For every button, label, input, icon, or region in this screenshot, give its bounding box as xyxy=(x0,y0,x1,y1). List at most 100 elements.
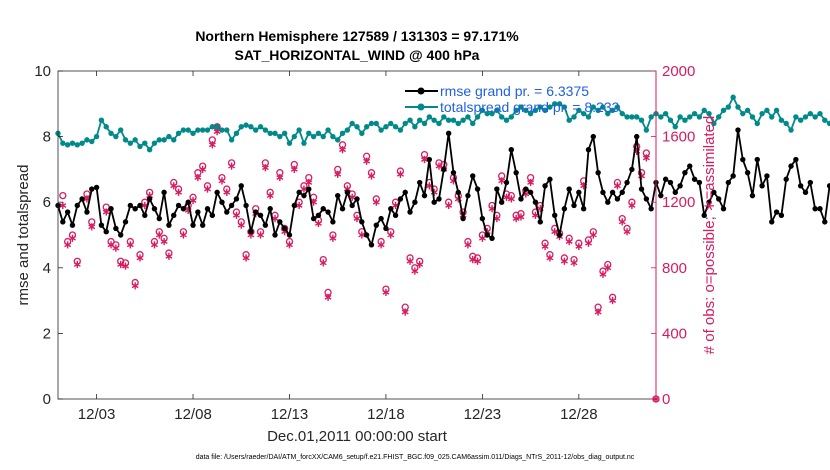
obs-assimilated-point xyxy=(628,201,636,210)
rmse-point xyxy=(812,206,818,212)
rmse-point xyxy=(552,212,558,219)
totalspread-point xyxy=(455,120,461,127)
legend-marker-totalspread xyxy=(417,103,425,111)
rmse-point xyxy=(64,209,71,215)
x-tick-label: 12/18 xyxy=(367,406,405,423)
rmse-point xyxy=(513,169,519,176)
totalspread-point xyxy=(228,137,235,143)
obs-assimilated-point xyxy=(126,241,134,249)
obs-assimilated-stroke xyxy=(112,245,120,251)
totalspread-point xyxy=(93,133,100,140)
totalspread-point xyxy=(161,137,167,143)
totalspread-point xyxy=(248,124,254,130)
rmse-point xyxy=(720,206,727,212)
rmse-point xyxy=(455,189,461,196)
rmse-point xyxy=(113,225,119,232)
obs-assimilated-point xyxy=(329,234,337,242)
obs-assimilated-stroke xyxy=(319,260,327,266)
rmse-point xyxy=(277,219,283,225)
obs-assimilated-stroke xyxy=(551,229,559,235)
totalspread-point xyxy=(822,117,828,123)
rmse-point xyxy=(122,219,129,225)
obs-assimilated-point xyxy=(155,231,163,239)
totalspread-point xyxy=(368,120,375,127)
series-obs_possible xyxy=(59,123,660,403)
totalspread-point xyxy=(474,114,481,120)
rmse-point xyxy=(793,156,799,163)
y-tick-label-left: 0 xyxy=(43,391,51,408)
totalspread-point xyxy=(219,127,225,133)
obs-assimilated-stroke xyxy=(512,216,520,222)
rmse-point xyxy=(416,179,423,186)
obs-assimilated-point xyxy=(642,154,650,162)
obs-assimilated-point xyxy=(387,231,395,239)
rmse-point xyxy=(383,225,389,232)
totalspread-point xyxy=(441,114,447,120)
rmse-point xyxy=(267,206,273,212)
obs-assimilated-point xyxy=(416,260,424,269)
totalspread-point xyxy=(195,127,201,133)
legend-label-rmse: rmse grand pr. = 6.3375 xyxy=(440,83,589,99)
rmse-point xyxy=(142,212,148,219)
obs-assimilated-point xyxy=(266,192,274,200)
rmse-point xyxy=(624,179,630,186)
rmse-point xyxy=(740,156,746,163)
totalspread-point xyxy=(547,104,553,110)
rmse-point xyxy=(407,209,413,215)
obs-assimilated-point xyxy=(324,293,332,301)
totalspread-point xyxy=(253,127,259,133)
rmse-point xyxy=(214,189,220,196)
obs-assimilated-point xyxy=(478,234,486,242)
totalspread-point xyxy=(359,130,365,137)
obs-assimilated-point xyxy=(527,178,535,187)
obs-assimilated-stroke xyxy=(469,257,477,263)
totalspread-point xyxy=(532,107,539,114)
totalspread-point xyxy=(479,107,486,114)
obs-assimilated-point xyxy=(175,188,183,196)
y-tick-label-left: 2 xyxy=(43,325,51,342)
rmse-point xyxy=(146,196,153,202)
obs-assimilated-point xyxy=(609,297,617,305)
totalspread-point xyxy=(552,101,558,107)
y-tick-label-left: 8 xyxy=(43,129,51,146)
obs-assimilated-stroke xyxy=(271,216,279,222)
rmse-point xyxy=(310,215,317,222)
rmse-point xyxy=(228,202,235,209)
totalspread-point xyxy=(79,140,85,146)
obs-assimilated-stroke xyxy=(503,194,510,200)
obs-assimilated-stroke xyxy=(64,242,72,248)
rmse-point xyxy=(759,183,765,189)
obs-assimilated-point xyxy=(565,237,573,246)
plot-frame xyxy=(57,70,657,400)
obs-assimilated-stroke xyxy=(363,158,371,164)
obs-assimilated-point xyxy=(131,282,139,290)
y-axis-label-right: # of obs: o=possible; ∗=assimilated xyxy=(701,116,718,355)
obs-assimilated-stroke xyxy=(126,242,134,248)
obs-assimilated-point xyxy=(358,231,366,239)
rmse-point xyxy=(807,179,814,186)
obs-assimilated-point xyxy=(382,288,390,296)
y-tick-label-right: 800 xyxy=(662,260,687,277)
rmse-point xyxy=(634,133,640,140)
totalspread-point xyxy=(619,110,625,117)
obs-assimilated-point xyxy=(64,241,72,249)
totalspread-point xyxy=(696,114,703,120)
totalspread-point xyxy=(98,117,105,123)
rmse-point xyxy=(392,212,399,219)
totalspread-point xyxy=(682,117,688,123)
rmse-point xyxy=(508,147,515,153)
rmse-point xyxy=(662,176,669,182)
series-totalspread xyxy=(55,94,830,153)
totalspread-point xyxy=(672,124,678,130)
rmse-point xyxy=(619,189,625,196)
totalspread-point xyxy=(826,120,830,127)
obs-possible-point xyxy=(59,191,67,200)
rmse-point xyxy=(725,179,732,186)
plot-area xyxy=(55,94,830,403)
obs-assimilated-stroke xyxy=(276,175,284,181)
rmse-point xyxy=(296,189,302,196)
legend: rmse grand pr. = 6.3375 totalspread gran… xyxy=(405,83,620,115)
obs-assimilated-stroke xyxy=(329,235,337,241)
obs-assimilated-point xyxy=(261,164,269,172)
rmse-point xyxy=(397,196,404,202)
